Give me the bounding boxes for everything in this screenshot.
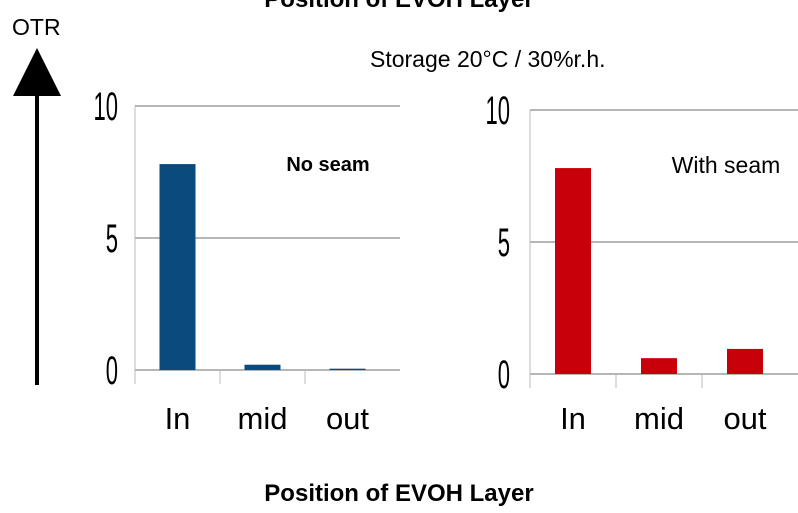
- x-tick-label: mid: [634, 401, 684, 436]
- y-tick-label: 10: [486, 88, 510, 133]
- y-axis-label: OTR: [12, 14, 61, 40]
- y-tick-label: 0: [498, 352, 510, 397]
- bar-in: [159, 164, 196, 370]
- bar-in: [555, 168, 591, 374]
- chart-panel-with-seam: 0 5 10 In mid out With seam: [486, 88, 798, 436]
- y-tick-label: 5: [106, 216, 118, 261]
- bar-out: [329, 368, 366, 370]
- x-tick-label: In: [560, 401, 586, 436]
- y-tick-label: 5: [498, 220, 510, 265]
- y-tick-label: 10: [94, 84, 118, 129]
- bar-mid: [244, 364, 281, 370]
- x-axis-title: Position of EVOH Layer: [264, 480, 534, 507]
- chart-panel-no-seam: 0 5 10 In mid out No seam: [94, 84, 400, 436]
- panel-annotation: No seam: [286, 154, 369, 176]
- x-tick-label: In: [165, 401, 191, 436]
- top-title: Position of EVOH Layer: [0, 0, 798, 14]
- bar-mid: [641, 358, 677, 374]
- panel-annotation: With seam: [672, 152, 781, 178]
- x-tick-label: out: [723, 401, 766, 436]
- storage-condition-label: Storage 20°C / 30%r.h.: [370, 46, 606, 72]
- bar-out: [727, 348, 763, 374]
- x-tick-label: mid: [238, 401, 288, 436]
- y-tick-label: 0: [106, 348, 118, 393]
- x-tick-label: out: [326, 401, 369, 436]
